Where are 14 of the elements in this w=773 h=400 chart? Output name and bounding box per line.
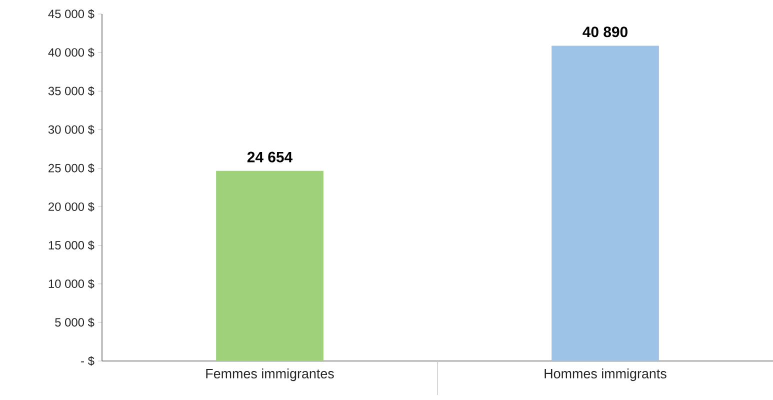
y-tick-label: - $ [81, 356, 94, 366]
y-tick-label: 25 000 $ [48, 163, 94, 174]
x-tick-label: Femmes immigrantes [206, 368, 334, 382]
y-tick-label: 30 000 $ [48, 124, 94, 134]
y-tick-label: 15 000 $ [48, 240, 94, 250]
y-tick-label: 45 000 $ [48, 9, 94, 19]
y-tick-label: 20 000 $ [48, 202, 94, 212]
y-tick-label: 10 000 $ [48, 279, 94, 289]
x-tick-label: Hommes immigrants [544, 368, 666, 382]
data-label: 24 654 [247, 152, 293, 162]
y-tick-label: 40 000 $ [48, 48, 94, 58]
y-tick-label: 35 000 $ [48, 86, 94, 96]
data-label: 40 890 [582, 26, 628, 38]
y-tick-label: 5 000 $ [55, 318, 94, 328]
